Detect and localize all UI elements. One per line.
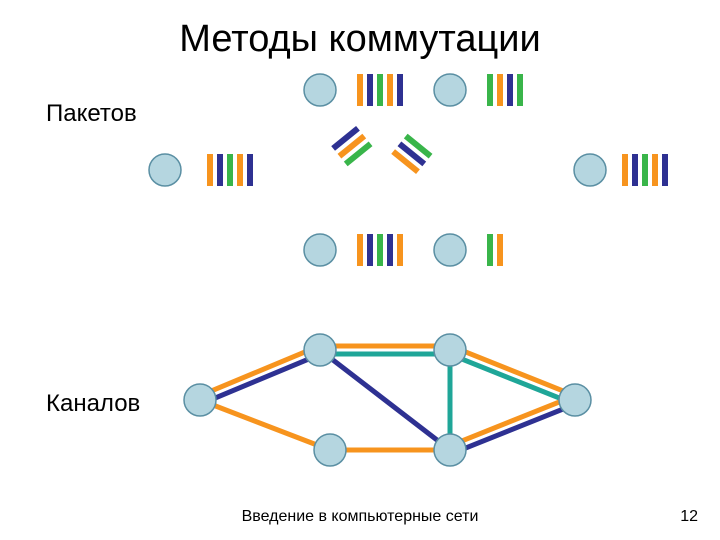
packet-bar [227, 154, 233, 186]
packet-bar [662, 154, 668, 186]
channel-edge [320, 350, 450, 450]
packet-bar [331, 126, 360, 151]
channel-node [434, 434, 466, 466]
packet-bar [377, 234, 383, 266]
channel-edge [449, 396, 574, 446]
slide-title: Методы коммутации [0, 18, 720, 61]
packet-bar [622, 154, 628, 186]
packet-node [434, 74, 466, 106]
packet-bar [377, 74, 383, 106]
packet-bar [642, 154, 648, 186]
packet-bar [487, 234, 493, 266]
packet-node [149, 154, 181, 186]
packet-bar [344, 141, 373, 166]
channel-node [314, 434, 346, 466]
packet-node [574, 154, 606, 186]
packet-bar [497, 234, 503, 266]
packet-bar [237, 154, 243, 186]
packet-node [304, 74, 336, 106]
channel-edge [451, 346, 576, 396]
packet-bar [497, 74, 503, 106]
channel-node [184, 384, 216, 416]
packet-bar [387, 234, 393, 266]
packet-bar [207, 154, 213, 186]
packet-bar [517, 74, 523, 106]
packet-bar [338, 134, 367, 159]
packet-bar [217, 154, 223, 186]
channel-node [304, 334, 336, 366]
packet-bar [357, 234, 363, 266]
channel-edge [198, 346, 318, 396]
packet-bar [632, 154, 638, 186]
channel-node [559, 384, 591, 416]
channel-edge [449, 354, 574, 404]
packet-bar [404, 134, 433, 159]
page-number: 12 [680, 508, 698, 526]
channel-edge [202, 354, 322, 404]
channel-node [434, 334, 466, 366]
footer-text: Введение в компьютерные сети [0, 508, 720, 526]
packet-bar [367, 74, 373, 106]
channel-edge [200, 400, 330, 450]
packet-bar [391, 149, 420, 174]
packet-bar [397, 74, 403, 106]
packet-bar [487, 74, 493, 106]
label-channels: Каналов [46, 390, 140, 418]
packet-node [304, 234, 336, 266]
packet-node [434, 234, 466, 266]
channel-edge [451, 404, 576, 454]
label-packets: Пакетов [46, 100, 137, 128]
packet-bar [387, 74, 393, 106]
packet-bar [507, 74, 513, 106]
packet-bar [397, 234, 403, 266]
diagram-canvas [0, 0, 720, 540]
packet-bar [652, 154, 658, 186]
packet-bar [357, 74, 363, 106]
packet-bar [367, 234, 373, 266]
packet-bar [247, 154, 253, 186]
packet-bar [398, 141, 427, 166]
